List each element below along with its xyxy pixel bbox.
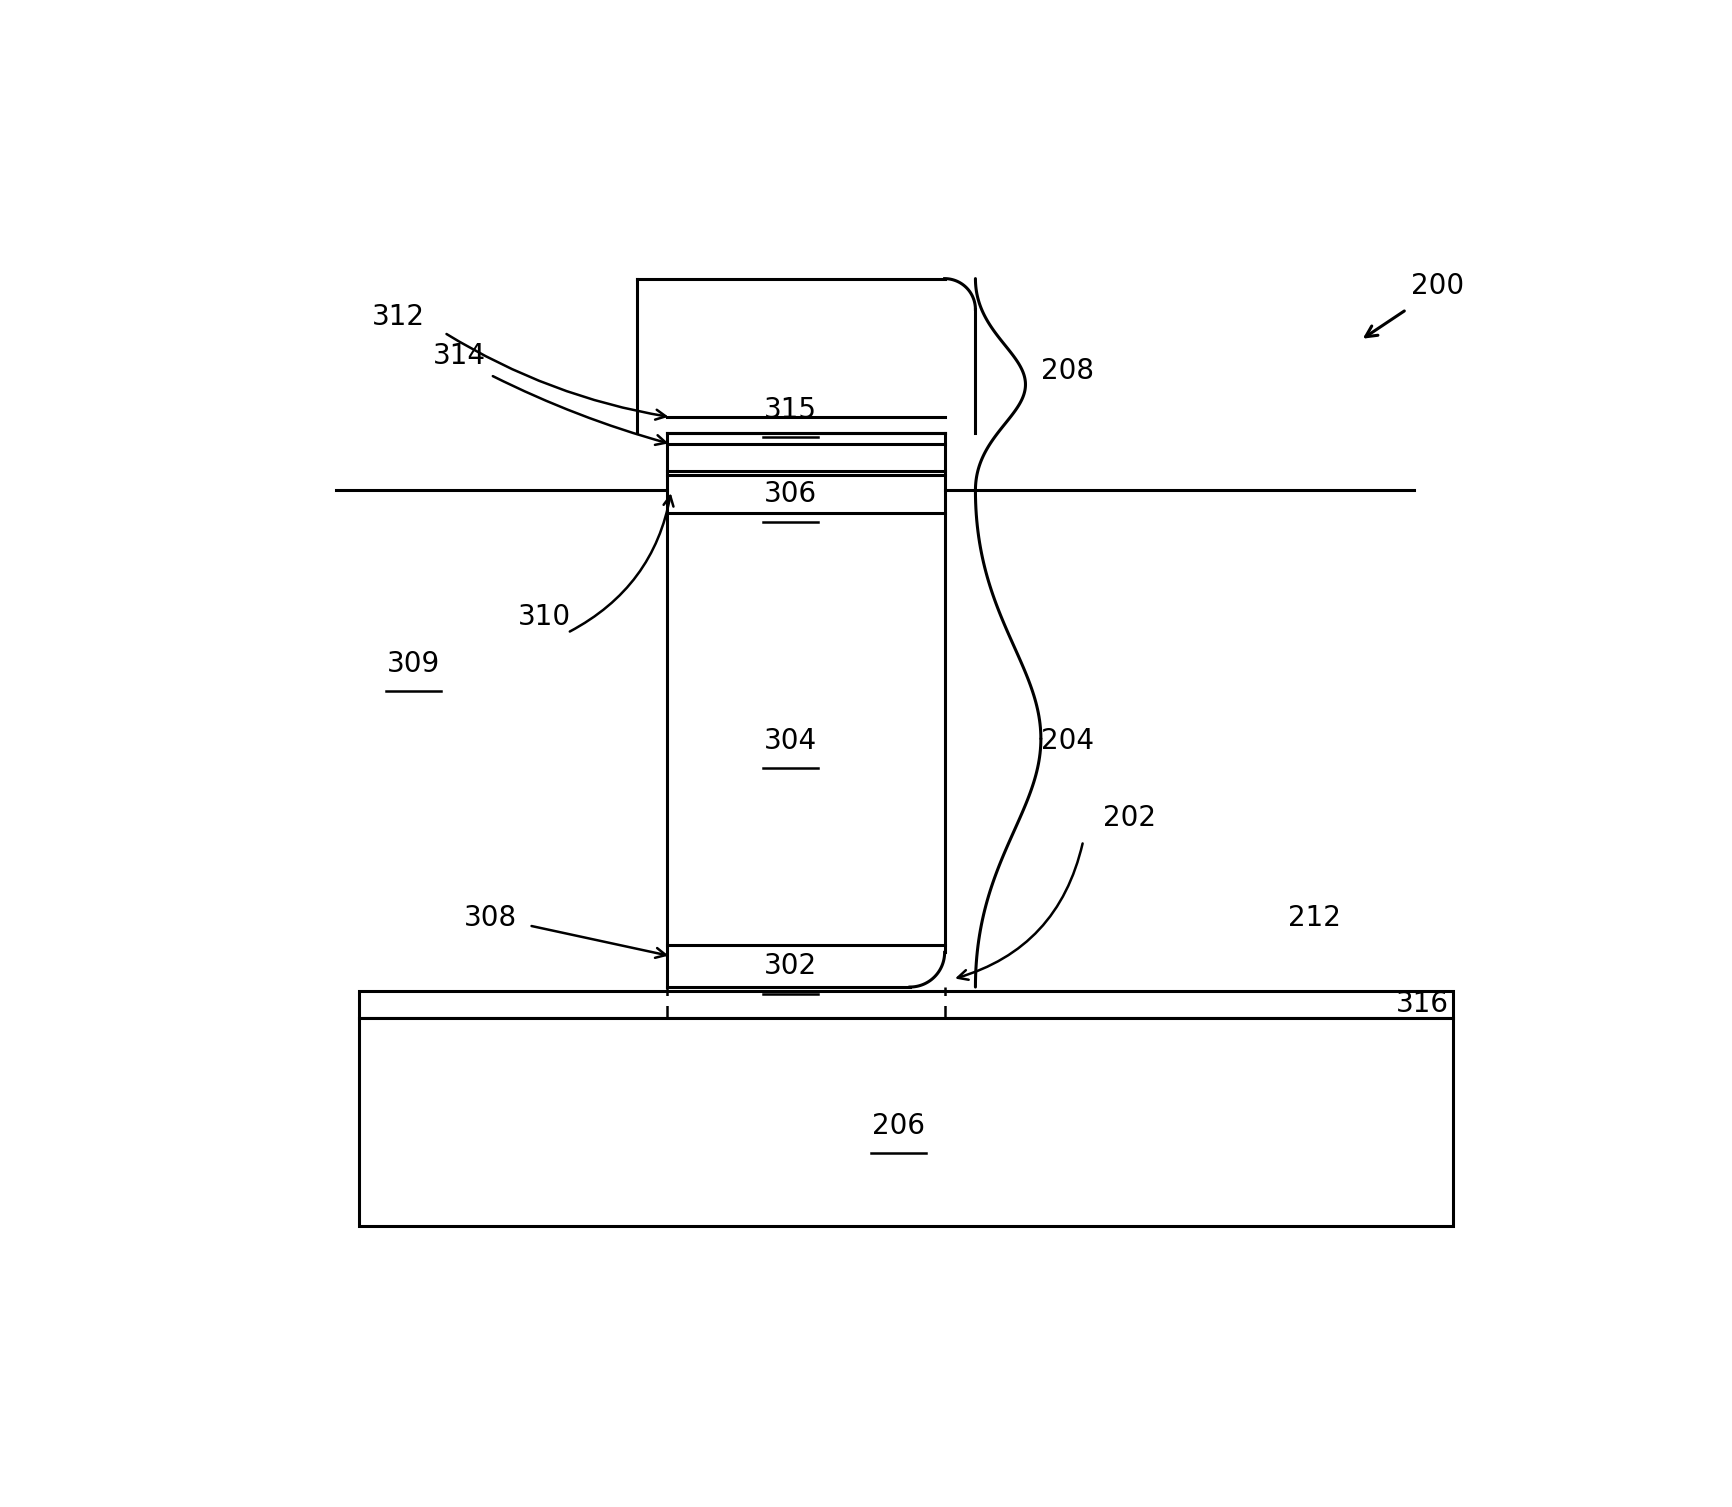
Text: 308: 308 xyxy=(464,904,516,931)
Text: 200: 200 xyxy=(1412,273,1464,300)
Bar xyxy=(360,1017,1453,1225)
Text: 206: 206 xyxy=(871,1112,925,1139)
Text: 312: 312 xyxy=(371,303,424,332)
Text: 208: 208 xyxy=(1041,357,1095,384)
Text: 304: 304 xyxy=(764,726,818,755)
Bar xyxy=(667,433,944,987)
Text: 309: 309 xyxy=(386,650,440,678)
Text: 306: 306 xyxy=(764,481,818,508)
Text: 212: 212 xyxy=(1289,904,1341,931)
Text: 302: 302 xyxy=(764,952,818,980)
Text: 310: 310 xyxy=(518,603,572,631)
Text: 202: 202 xyxy=(1103,803,1155,832)
Text: 315: 315 xyxy=(764,395,818,423)
Text: 316: 316 xyxy=(1396,990,1448,1017)
Text: 204: 204 xyxy=(1041,726,1095,755)
Bar xyxy=(637,279,975,433)
Text: 314: 314 xyxy=(433,342,487,369)
Bar xyxy=(360,992,1453,1017)
